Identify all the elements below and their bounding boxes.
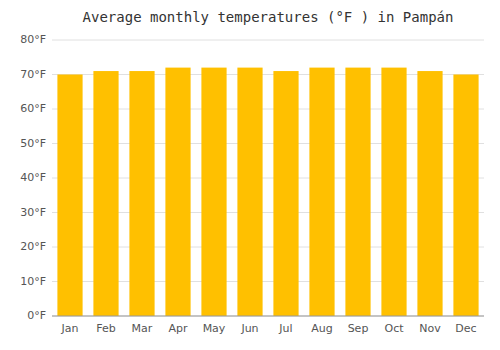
x-tick-label: Dec bbox=[455, 322, 476, 335]
bar bbox=[237, 68, 262, 316]
y-tick-label: 20°F bbox=[20, 240, 46, 253]
x-tick-label: May bbox=[203, 322, 226, 335]
x-tick-label: Nov bbox=[419, 322, 441, 335]
x-tick-label: Oct bbox=[384, 322, 404, 335]
bar bbox=[417, 71, 442, 316]
x-tick-label: Jul bbox=[278, 322, 292, 335]
x-tick-label: Sep bbox=[348, 322, 369, 335]
bar bbox=[165, 68, 190, 316]
bar bbox=[273, 71, 298, 316]
x-tick-label: Mar bbox=[132, 322, 153, 335]
x-tick-label: Jun bbox=[240, 322, 258, 335]
bar bbox=[57, 75, 82, 317]
y-tick-label: 0°F bbox=[27, 309, 46, 322]
x-tick-label: Aug bbox=[311, 322, 332, 335]
x-tick-label: Apr bbox=[168, 322, 188, 335]
y-tick-label: 70°F bbox=[20, 68, 46, 81]
x-tick-label: Jan bbox=[61, 322, 79, 335]
y-tick-label: 60°F bbox=[20, 102, 46, 115]
chart: 0°F 10°F 20°F 30°F 40°F 50°F 60°F 70°F 80°F Jan Fe… bbox=[0, 0, 500, 350]
y-tick-label: 40°F bbox=[20, 171, 46, 184]
grid-line bbox=[52, 316, 484, 317]
page: {"chart_data": { "type": "bar", "title":… bbox=[0, 0, 500, 350]
y-tick-label: 50°F bbox=[20, 137, 46, 150]
x-axis-line bbox=[52, 316, 484, 317]
bar bbox=[309, 68, 334, 316]
x-tick-label: Feb bbox=[96, 322, 115, 335]
chart-container: 0°F 10°F 20°F 30°F 40°F 50°F 60°F 70°F 80°F Jan Fe… bbox=[0, 0, 500, 350]
bar bbox=[93, 71, 118, 316]
y-tick-label: 80°F bbox=[20, 33, 46, 46]
y-axis: 0°F 10°F 20°F 30°F 40°F 50°F 60°F 70°F 80°F bbox=[20, 33, 484, 322]
bar bbox=[201, 68, 226, 316]
bar bbox=[381, 68, 406, 316]
grid-line bbox=[52, 40, 484, 41]
y-tick-label: 30°F bbox=[20, 206, 46, 219]
bars bbox=[57, 68, 478, 316]
y-tick-label: 10°F bbox=[20, 275, 46, 288]
bar bbox=[129, 71, 154, 316]
bar bbox=[345, 68, 370, 316]
bar bbox=[453, 75, 478, 317]
x-axis: Jan Feb Mar Apr May Jun Jul Aug Sep Oct Nov Dec bbox=[61, 322, 477, 335]
title: Average monthly temperatures (°F ) in Pa… bbox=[83, 9, 454, 25]
